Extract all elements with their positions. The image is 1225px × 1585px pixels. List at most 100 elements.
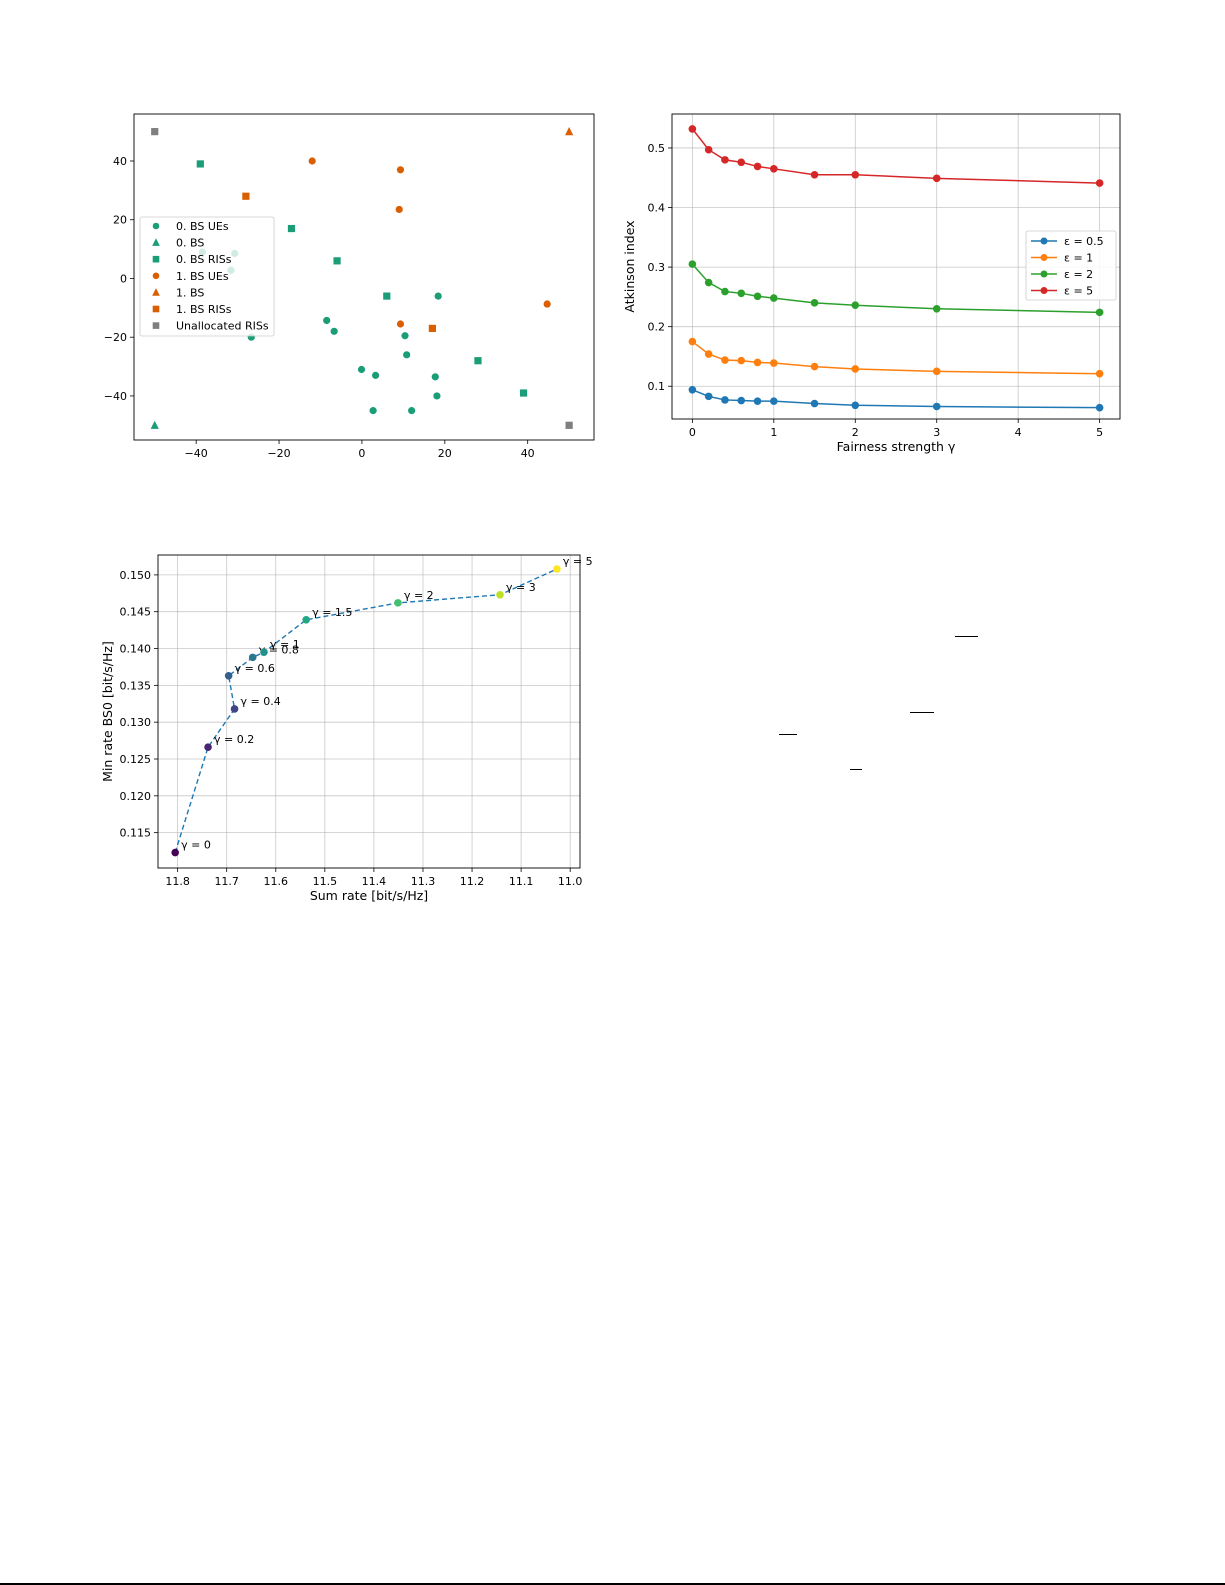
y-tick-label: 0.5 [648, 142, 666, 155]
x-tick-label: 11.5 [313, 875, 338, 888]
data-point [369, 407, 377, 415]
data-point [721, 356, 729, 364]
x-tick-label: 11.7 [214, 875, 239, 888]
data-point [428, 324, 436, 332]
legend-box [139, 216, 275, 337]
data-point [770, 165, 778, 173]
y-tick-label: 0.135 [120, 679, 152, 692]
data-point [543, 300, 551, 308]
legend-item: ε = 1 [1031, 252, 1093, 265]
y-tick-label: 0.120 [120, 790, 152, 803]
data-point [704, 278, 713, 287]
data-point [721, 156, 729, 164]
scatter-chart: −40 −20 0 20 40 −40 −20 0 20 40 0. BS UEs 0. BS 0. B… [0, 0, 612, 480]
series [688, 337, 1104, 378]
data-point [330, 327, 338, 335]
fraction-bar [850, 769, 862, 770]
x-axis-label: Fairness strength γ [837, 439, 956, 454]
data-point [770, 294, 778, 302]
x-tick-label: 11.0 [558, 875, 583, 888]
data-point [688, 337, 697, 346]
data-point [395, 205, 403, 214]
legend-label: 0. BS RISs [176, 253, 232, 266]
data-point [372, 371, 380, 379]
data-point [737, 396, 746, 405]
data-point [688, 386, 697, 394]
legend-item: ε = 5 [1031, 285, 1093, 298]
point-annotation: γ = 1 [270, 638, 300, 651]
legend-label: ε = 2 [1064, 268, 1093, 281]
legend-box [1025, 230, 1117, 301]
data-point [408, 407, 416, 415]
data-point [1095, 179, 1104, 187]
data-point [932, 304, 941, 313]
pareto-curve: γ = 0 γ = 0.2 γ = 0.4 γ = 0.6 γ = 0.8γ = 1 γ … [171, 555, 593, 857]
y-tick-label: 0.2 [648, 321, 666, 334]
series-lines [688, 125, 1104, 412]
data-point [1095, 369, 1104, 378]
x-tick-label: 11.8 [165, 875, 190, 888]
data-point [810, 299, 819, 307]
data-point [851, 301, 860, 310]
data-point [737, 289, 746, 298]
x-tick-label: 4 [1015, 426, 1022, 439]
y-tick-label: −20 [104, 331, 127, 344]
data-point [474, 357, 482, 365]
data-point [242, 192, 250, 200]
legend-label: 0. BS [176, 237, 204, 250]
x-tick-label: 1 [770, 426, 777, 439]
legend-item: ε = 2 [1031, 268, 1093, 281]
data-point [565, 127, 574, 136]
data-point [810, 362, 819, 371]
legend-marker-icon [152, 272, 160, 280]
data-point [753, 292, 762, 301]
data-point [308, 157, 316, 165]
data-point [810, 170, 819, 179]
data-point [932, 367, 941, 376]
series [688, 260, 1104, 317]
x-tick-label: −40 [185, 447, 208, 460]
legend-label: 1. BS RISs [176, 303, 232, 316]
legend: 0. BS UEs 0. BS 0. BS RISs 1. BS UEs 1. BS 1.… [139, 216, 275, 337]
y-tick-label: 0.150 [120, 569, 152, 582]
axes-frame [133, 113, 595, 441]
legend-label: 1. BS [176, 286, 204, 299]
atkinson-plot-svg: 0 1 2 3 4 5 0.1 0.2 0.3 0.4 0.5 Fairness strength γ… [622, 113, 1121, 454]
fraction-bar [779, 734, 797, 735]
x-tick-label: 20 [438, 447, 452, 460]
data-point [171, 848, 179, 857]
y-tick-label: 0.140 [120, 643, 152, 656]
y-tick-label: 0.130 [120, 716, 152, 729]
legend-marker-icon [152, 255, 160, 263]
point-annotation: γ = 2 [404, 589, 434, 602]
x-tick-label: 11.6 [264, 875, 289, 888]
y-tick-label: 0.145 [120, 606, 152, 619]
x-tick-label: 3 [933, 426, 940, 439]
page-bottom-rule [0, 1583, 1225, 1585]
legend-label: Unallocated RISs [176, 320, 269, 333]
data-point [383, 292, 391, 300]
data-point [434, 292, 442, 300]
y-tick-label: 0.1 [648, 380, 666, 393]
y-tick-label: 20 [113, 214, 127, 227]
data-point [721, 396, 729, 404]
pareto-plot-svg: 11.8 11.7 11.6 11.5 11.4 11.3 11.2 11.1 11.0 0.11… [100, 554, 593, 903]
x-tick-label: 11.2 [460, 875, 485, 888]
data-point [704, 145, 713, 154]
y-axis-label: Min rate BS0 [bit/s/Hz] [100, 641, 115, 782]
series-line [691, 263, 1100, 314]
series-line [691, 340, 1100, 375]
point-annotation: γ = 0.2 [214, 733, 254, 746]
legend-marker-icon [1040, 270, 1048, 278]
legend-item: 0. BS RISs [152, 253, 232, 266]
axes: 11.8 11.7 11.6 11.5 11.4 11.3 11.2 11.1 11.0 0.11… [100, 555, 582, 903]
legend-label: 0. BS UEs [176, 220, 229, 233]
data-point [932, 402, 941, 411]
data-point [1095, 403, 1104, 412]
axes-frame [671, 113, 1121, 420]
point-annotation: γ = 0 [181, 839, 211, 852]
point-annotation: γ = 3 [506, 581, 536, 594]
data-point [753, 397, 762, 405]
series [688, 386, 1104, 412]
